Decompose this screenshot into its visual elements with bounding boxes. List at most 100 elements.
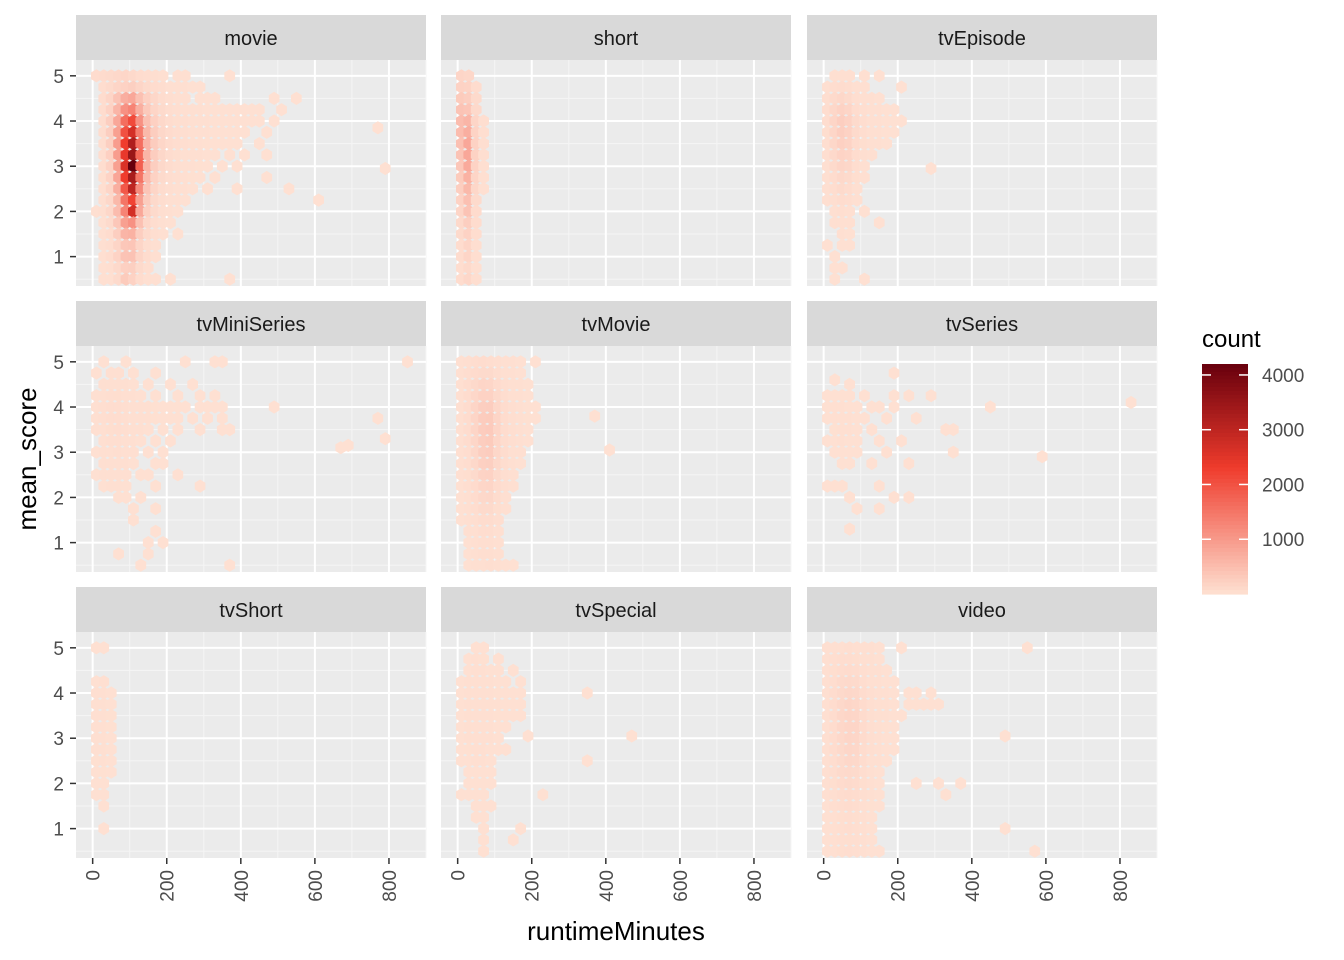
hex-cell [844, 490, 855, 504]
hex-cell [202, 182, 213, 196]
hex-cell [172, 423, 184, 437]
hex-cell [98, 822, 110, 836]
facet-short: short [441, 15, 792, 286]
hex-cell [91, 366, 102, 380]
hex-cell [859, 80, 870, 94]
hex-cell [209, 148, 221, 162]
hex-cell [903, 490, 915, 504]
hex-cell [209, 91, 221, 105]
hex-cell [530, 400, 541, 414]
y-tick-label: 3 [53, 443, 64, 464]
hex-cell [98, 675, 110, 689]
hex-cell [470, 80, 482, 94]
hex-cell [515, 697, 526, 711]
hex-cell [194, 170, 206, 185]
legend-color-step [1202, 571, 1248, 576]
hex-cell [194, 479, 206, 493]
hex-cell [470, 238, 482, 252]
legend-label: 1000 [1262, 530, 1304, 551]
hex-cell [910, 776, 922, 790]
hex-cell [157, 536, 169, 550]
hex-cell [507, 663, 519, 677]
y-tick-label: 1 [53, 820, 64, 841]
legend-color-step [1202, 563, 1248, 568]
facet-strip [807, 15, 1157, 60]
x-tick-label: 800 [745, 870, 766, 902]
hex-cell [581, 754, 593, 768]
x-tick-label: 400 [597, 870, 618, 902]
hex-cell [105, 686, 117, 700]
hex-cell [888, 125, 900, 139]
hex-cell [515, 445, 526, 459]
hex-cell [402, 355, 413, 369]
hex-cell [179, 355, 191, 369]
hex-cell [515, 709, 526, 723]
hex-cell [470, 227, 482, 241]
hex-cell [873, 844, 885, 858]
hex-cell [493, 547, 504, 561]
hex-cell [276, 103, 287, 117]
hex-cell [261, 148, 273, 162]
hex-cell [881, 445, 892, 459]
legend-color-step [1202, 521, 1248, 526]
hex-cell [500, 490, 512, 504]
hex-cell [150, 389, 161, 403]
x-axis-title: runtimeMinutes [527, 916, 705, 946]
hex-cell [128, 456, 139, 471]
legend-color-step [1202, 425, 1248, 430]
hex-cell [98, 776, 110, 790]
hex-cell [478, 652, 489, 666]
hex-cell [910, 411, 922, 425]
hex-cell [157, 456, 169, 471]
hex-cell [478, 844, 489, 858]
hex-cell [873, 69, 885, 83]
hex-cell [150, 250, 161, 264]
hex-cell [470, 91, 482, 105]
hex-cell [216, 411, 228, 425]
hex-cell [478, 788, 489, 802]
legend-color-step [1202, 555, 1248, 561]
legend-color-step [1202, 421, 1248, 426]
hex-cell [470, 216, 482, 230]
hex-cell [999, 822, 1011, 836]
legend-color-step [1202, 406, 1248, 411]
hex-cell [896, 80, 907, 94]
hex-cell [493, 663, 504, 677]
hex-cell [157, 69, 169, 83]
hex-cell [261, 125, 273, 139]
hex-cell [142, 536, 154, 550]
hex-cell [873, 776, 885, 790]
legend-color-step [1202, 467, 1248, 472]
hex-cell [873, 479, 885, 493]
hex-cell [851, 434, 863, 448]
hex-cell [888, 103, 900, 117]
legend-color-step [1202, 394, 1248, 400]
legend-color-step [1202, 471, 1248, 476]
legend-color-step [1202, 440, 1248, 446]
hex-cell [224, 558, 236, 572]
hex-cell [172, 389, 184, 403]
legend-color-step [1202, 452, 1248, 457]
legend-color-step [1202, 410, 1248, 415]
hex-cell [98, 799, 110, 813]
legend-color-step [1202, 509, 1248, 515]
legend-color-step [1202, 551, 1248, 557]
legend-label: 4000 [1262, 366, 1304, 387]
hex-cell [470, 261, 482, 275]
hex-cell [135, 490, 147, 504]
hex-cell [910, 686, 922, 700]
hex-cell [1125, 395, 1137, 410]
legend-color-step [1202, 559, 1248, 564]
hex-cell [844, 216, 855, 230]
hex-cell [522, 389, 534, 403]
x-tick-label: 0 [815, 870, 836, 881]
y-tick-label: 4 [53, 398, 64, 419]
hex-cell [157, 445, 169, 459]
hex-cell [888, 675, 900, 689]
hex-cell [187, 182, 198, 196]
hex-cell [113, 547, 124, 561]
hex-cell [120, 479, 132, 493]
hex-cell [844, 377, 855, 391]
hex-cell [187, 411, 198, 425]
hex-cell [844, 238, 855, 252]
